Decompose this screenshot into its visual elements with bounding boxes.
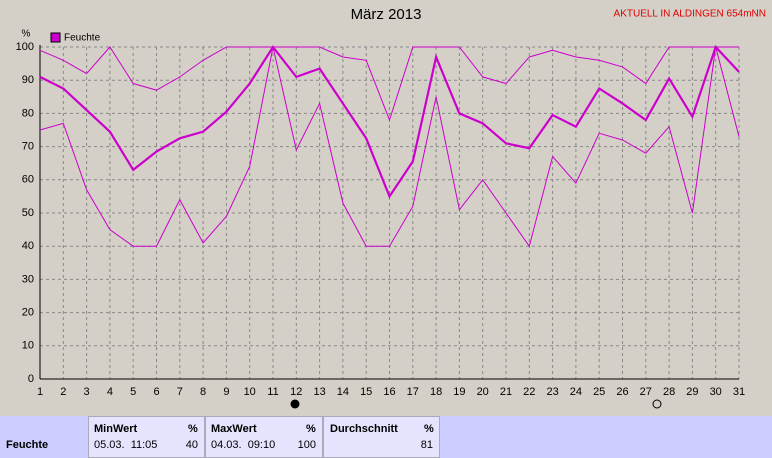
x-tick-label: 29 [686, 386, 698, 398]
x-tick-label: 6 [153, 386, 159, 398]
x-tick-label: 3 [84, 386, 90, 398]
y-tick-label: 80 [22, 107, 34, 119]
x-tick-label: 15 [360, 386, 372, 398]
y-tick-label: 100 [16, 41, 34, 53]
x-tick-label: 25 [593, 386, 605, 398]
row-label: Feuchte [6, 439, 49, 451]
header: % [424, 423, 434, 435]
data-line [39, 46, 739, 122]
cell [88, 416, 205, 458]
y-tick-label: 70 [22, 141, 34, 153]
y-tick-label: 50 [22, 207, 34, 219]
x-tick-label: 10 [244, 386, 256, 398]
x-tick-label: 27 [640, 386, 652, 398]
y-tick-label: 90 [22, 74, 34, 86]
header: MaxWert [211, 423, 257, 435]
x-tick-label: 7 [177, 386, 183, 398]
moon-new [290, 399, 300, 409]
y-tick-label: 30 [22, 273, 34, 285]
legend-label: Feuchte [64, 33, 101, 44]
stats-table: MinWert % MaxWert % Durchschnitt % Feuch… [0, 416, 772, 458]
annotation: AKTUELL IN ALDINGEN 654mNN [614, 9, 766, 20]
min-time: 05.03. 11:05 [94, 439, 158, 451]
x-tick-label: 13 [313, 386, 325, 398]
header: % [188, 423, 198, 435]
header: MinWert [94, 423, 138, 435]
x-tick-label: 24 [570, 386, 582, 398]
x-tick-label: 20 [477, 386, 489, 398]
moon-full [652, 399, 662, 409]
y-tick-label: 0 [28, 373, 34, 385]
header: % [306, 423, 316, 435]
legend-swatch [50, 32, 61, 43]
max-value: 100 [297, 439, 316, 451]
chart-title: März 2013 [351, 6, 422, 23]
x-tick-label: 4 [107, 386, 113, 398]
header: Durchschnitt [330, 423, 398, 435]
x-tick-label: 2 [60, 386, 66, 398]
x-tick-label: 31 [733, 386, 745, 398]
x-tick-label: 23 [546, 386, 558, 398]
y-axis-label: % [22, 29, 31, 40]
x-tick-label: 12 [290, 386, 302, 398]
data-line [39, 44, 740, 199]
x-tick-label: 9 [223, 386, 229, 398]
chart: März 2013 AKTUELL IN ALDINGEN 654mNN % F… [16, 6, 766, 409]
x-tick-label: 14 [337, 386, 349, 398]
max-time: 04.03. 09:10 [211, 439, 276, 451]
x-tick-label: 30 [710, 386, 722, 398]
y-tick-label: 40 [22, 240, 34, 252]
x-tick-label: 21 [500, 386, 512, 398]
x-tick-label: 11 [267, 386, 278, 398]
cell [323, 416, 440, 458]
x-tick-label: 17 [407, 386, 419, 398]
y-tick-label: 20 [22, 307, 34, 319]
x-tick-label: 28 [663, 386, 675, 398]
x-tick-label: 5 [130, 386, 136, 398]
x-tick-label: 16 [383, 386, 395, 398]
x-tick-label: 19 [453, 386, 465, 398]
x-tick-label: 1 [37, 386, 43, 398]
y-tick-label: 10 [22, 340, 34, 352]
min-value: 40 [185, 439, 198, 451]
data-line [39, 46, 740, 248]
x-tick-label: 22 [523, 386, 535, 398]
y-tick-label: 60 [22, 174, 34, 186]
x-tick-label: 8 [200, 386, 206, 398]
x-tick-label: 26 [616, 386, 628, 398]
x-tick-label: 18 [430, 386, 442, 398]
avg-value: 81 [420, 439, 433, 451]
